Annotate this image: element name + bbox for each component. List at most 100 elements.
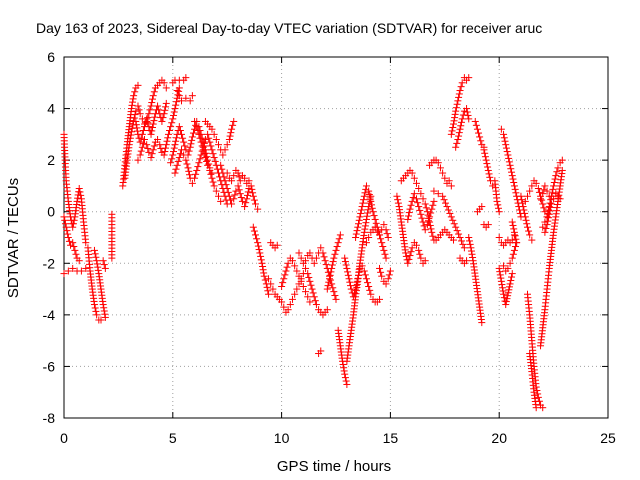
- data-point: [535, 188, 543, 196]
- data-point: [450, 220, 458, 228]
- data-point: [145, 148, 153, 156]
- data-point: [182, 94, 190, 102]
- data-point: [502, 141, 510, 149]
- data-point: [521, 197, 529, 205]
- data-point: [60, 213, 68, 221]
- data-point: [543, 187, 551, 195]
- data-point: [295, 249, 303, 257]
- data-point: [493, 197, 501, 205]
- data-point: [255, 246, 263, 254]
- data-point: [330, 288, 338, 296]
- data-point: [139, 126, 147, 134]
- data-point: [444, 206, 452, 214]
- data-point: [455, 90, 463, 98]
- data-point: [510, 246, 518, 254]
- data-point: [405, 209, 413, 217]
- data-point: [311, 297, 319, 305]
- data-point: [210, 130, 218, 138]
- data-point: [558, 156, 566, 164]
- data-point: [144, 119, 152, 127]
- data-point: [170, 111, 178, 119]
- data-point: [463, 108, 471, 116]
- data-point: [517, 192, 525, 200]
- data-point: [269, 285, 277, 293]
- data-point: [521, 209, 529, 217]
- data-point: [434, 190, 442, 198]
- data-point: [413, 179, 421, 187]
- data-point: [508, 236, 516, 244]
- data-point: [209, 150, 217, 158]
- data-point: [282, 267, 290, 275]
- data-point: [160, 79, 168, 87]
- data-point: [382, 280, 390, 288]
- data-point: [378, 272, 386, 280]
- data-point: [339, 360, 347, 368]
- data-point: [415, 203, 423, 211]
- data-point: [259, 263, 267, 271]
- data-point: [508, 270, 516, 278]
- data-point: [293, 285, 301, 293]
- data-point: [76, 188, 84, 196]
- x-tick-label: 25: [600, 430, 616, 446]
- x-tick-label: 5: [169, 430, 177, 446]
- data-point: [196, 134, 204, 142]
- data-point: [126, 134, 134, 142]
- data-point: [172, 101, 180, 109]
- data-point: [250, 196, 258, 204]
- data-point: [136, 110, 144, 118]
- data-point: [377, 235, 385, 243]
- data-point: [329, 258, 337, 266]
- data-point: [185, 171, 193, 179]
- data-point: [510, 178, 518, 186]
- data-point: [248, 185, 256, 193]
- data-point: [371, 223, 379, 231]
- data-point: [263, 283, 271, 291]
- data-point: [180, 138, 188, 146]
- data-point: [421, 226, 429, 234]
- data-point: [541, 208, 549, 216]
- data-point: [539, 404, 547, 412]
- data-point: [550, 195, 558, 203]
- data-point: [168, 155, 176, 163]
- data-point: [63, 227, 71, 235]
- data-point: [445, 177, 453, 185]
- y-tick-label: -2: [43, 255, 56, 271]
- data-point: [362, 182, 370, 190]
- data-point: [543, 221, 551, 229]
- data-point: [94, 266, 102, 274]
- data-point: [532, 179, 540, 187]
- data-point: [194, 163, 202, 171]
- data-point: [161, 148, 169, 156]
- data-point: [77, 267, 85, 275]
- data-point: [510, 228, 518, 236]
- x-tick-label: 10: [274, 430, 290, 446]
- data-point: [237, 194, 245, 202]
- data-point: [249, 192, 257, 200]
- data-point: [404, 215, 412, 223]
- data-point: [91, 250, 99, 258]
- data-point: [361, 225, 369, 233]
- data-point: [424, 217, 432, 225]
- data-point: [225, 192, 233, 200]
- data-point: [360, 196, 368, 204]
- data-point: [133, 124, 141, 132]
- data-point: [496, 268, 504, 276]
- data-point: [101, 264, 109, 272]
- data-point: [504, 289, 512, 297]
- data-point: [93, 260, 101, 268]
- data-point: [430, 197, 438, 205]
- data-point: [254, 205, 262, 213]
- data-point: [131, 111, 139, 119]
- data-point: [352, 282, 360, 290]
- data-point: [247, 182, 255, 190]
- data-point: [507, 276, 515, 284]
- data-point: [465, 74, 473, 82]
- data-point: [340, 364, 348, 372]
- data-point: [465, 115, 473, 123]
- data-point: [244, 188, 252, 196]
- data-point: [510, 225, 518, 233]
- data-point: [464, 111, 472, 119]
- data-point: [158, 117, 166, 125]
- data-point: [352, 230, 360, 238]
- data-point: [305, 273, 313, 281]
